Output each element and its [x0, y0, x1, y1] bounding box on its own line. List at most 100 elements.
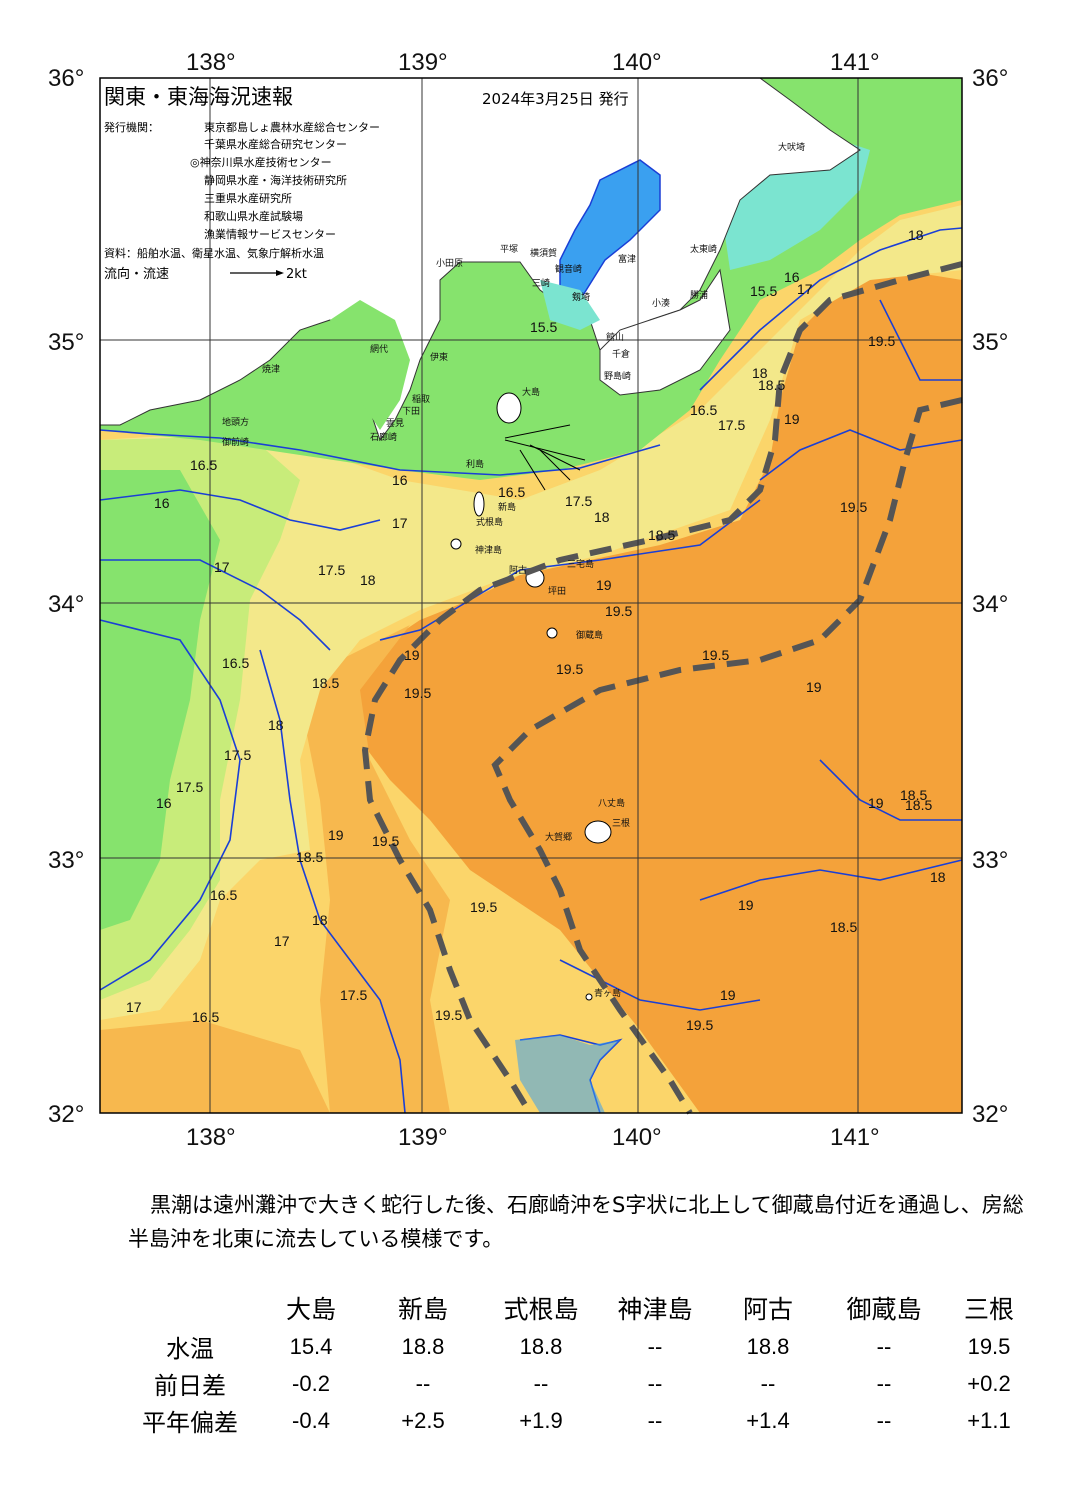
- isotherm-label: 19.5: [840, 499, 867, 515]
- isotherm-label: 16: [154, 495, 170, 511]
- place-label: 野島崎: [604, 370, 631, 382]
- island-kozushima: [450, 538, 462, 550]
- isotherm-label: 19.5: [435, 1007, 462, 1023]
- column-header: 三根: [963, 1295, 1014, 1324]
- lat-label: 32°: [48, 1101, 84, 1128]
- land-izu: [330, 300, 410, 430]
- isotherm-label: 18.5: [758, 377, 785, 393]
- place-label: 稲取: [412, 393, 430, 405]
- table-cell: -0.4: [292, 1407, 330, 1433]
- isotherm-label: 18: [360, 572, 376, 588]
- lat-label: 32°: [972, 1101, 1008, 1128]
- isotherm-label: 19: [328, 827, 344, 843]
- isotherm-label: 18: [752, 365, 768, 381]
- place-label: 大吠埼: [778, 141, 805, 153]
- table-cell: --: [415, 1370, 431, 1396]
- lat-label: 36°: [972, 65, 1008, 92]
- table-cell: 19.5: [967, 1333, 1011, 1359]
- place-label: 館山: [606, 331, 624, 343]
- island-hachijo: [584, 820, 612, 844]
- sea-cold-water-west: [100, 470, 220, 930]
- row-label: 平年偏差: [142, 1409, 238, 1437]
- place-label: 青ヶ島: [594, 987, 621, 999]
- isotherm-label: 19.5: [404, 685, 431, 701]
- place-label: 新島: [498, 501, 516, 513]
- place-label: 網代: [370, 343, 388, 355]
- isotherm-label: 16: [784, 269, 800, 285]
- isotherm-label: 18: [312, 912, 328, 928]
- table-corner: [125, 1288, 255, 1328]
- isotherm-label: 19: [404, 647, 420, 663]
- sea-warmest-core: [340, 270, 962, 1113]
- place-label: 大賀郷: [545, 831, 572, 843]
- lat-label: 34°: [972, 591, 1008, 618]
- place-label: 地頭方: [222, 416, 249, 428]
- island-niijima: [473, 491, 485, 517]
- map-frame: [99, 77, 963, 1114]
- isotherm-label: 18: [268, 717, 284, 733]
- place-label: 三根: [612, 817, 630, 829]
- table-cell: --: [760, 1370, 776, 1396]
- isotherm-label: 19.5: [605, 603, 632, 619]
- isotherm-label: 18: [930, 869, 946, 885]
- isotherm-label: 16.5: [192, 1009, 219, 1025]
- isotherm-label: 17.5: [565, 493, 592, 509]
- isotherm-label: 19.5: [686, 1017, 713, 1033]
- lat-label: 35°: [972, 329, 1008, 356]
- table-cell: --: [876, 1370, 892, 1396]
- table-row: 前日差 -0.2 -- -- -- -- -- +0.2: [125, 1365, 1039, 1402]
- isotherm-label: 19: [596, 577, 612, 593]
- isotherm-label: 16.5: [690, 402, 717, 418]
- column-header: 阿古: [742, 1295, 793, 1324]
- place-label: 太東崎: [690, 243, 717, 255]
- place-label: 神津島: [475, 544, 502, 556]
- table-cell: --: [876, 1407, 892, 1433]
- lon-label: 141°: [830, 49, 880, 76]
- table-cell: --: [647, 1407, 663, 1433]
- sea-cyan-boso: [720, 140, 870, 270]
- lat-label: 34°: [48, 591, 84, 618]
- table-cell: +1.4: [746, 1407, 790, 1433]
- issuer-item: ◎神奈川県水産技術センター: [190, 155, 332, 169]
- column-header: 神津島: [617, 1295, 693, 1324]
- axis-labels: 138° 139° 140° 141° 138° 139° 140° 141° …: [48, 49, 1008, 1151]
- lon-label: 139°: [398, 1124, 448, 1151]
- sea-temperature-map: 138° 139° 140° 141° 138° 139° 140° 141° …: [48, 49, 1008, 1151]
- table-row: 水温 15.4 18.8 18.8 -- 18.8 -- 19.5: [125, 1328, 1039, 1365]
- isotherm-label: 16.5: [222, 655, 249, 671]
- isotherm-label: 17.5: [318, 562, 345, 578]
- table-cell: --: [533, 1370, 549, 1396]
- graticule: [100, 78, 962, 1113]
- place-label: 式根島: [476, 516, 503, 528]
- isotherm-label: 19.5: [702, 647, 729, 663]
- sea-cool-water-west: [100, 205, 962, 1020]
- isotherm-label: 19.5: [868, 333, 895, 349]
- legend-label: 流向・流速: [104, 266, 169, 282]
- row-label: 水温: [166, 1335, 214, 1363]
- isotherm-label: 18.5: [905, 797, 932, 813]
- place-label: 利島: [466, 458, 484, 470]
- isotherm-label: 18: [908, 227, 924, 243]
- table-cell: 18.8: [519, 1333, 563, 1359]
- place-label: 阿古: [509, 564, 527, 576]
- isotherm-label: 16: [392, 472, 408, 488]
- lon-label: 138°: [186, 49, 236, 76]
- row-label: 前日差: [154, 1372, 226, 1400]
- place-label: 伊東: [430, 351, 448, 363]
- isotherm-label: 19.5: [372, 833, 399, 849]
- isotherm-label: 18.5: [900, 787, 927, 803]
- isotherm-label: 19: [720, 987, 736, 1003]
- legend-arrowhead: [276, 270, 284, 276]
- isotherm-label: 18: [594, 509, 610, 525]
- place-label: 大島: [522, 386, 540, 398]
- place-label: 御蔵島: [576, 629, 603, 641]
- isotherm-label-group: 15.5 16 16.5 17 17.5 18 18.5 19 19.5 15.…: [126, 227, 946, 1033]
- cold-water-pocket: [515, 1035, 620, 1113]
- isotherm-label: 15.5: [750, 283, 777, 299]
- place-label: 三崎: [532, 277, 550, 289]
- place-label: 小湊: [652, 297, 670, 309]
- table-cell: +1.9: [519, 1407, 563, 1433]
- place-label: 御前崎: [222, 436, 249, 448]
- place-label: 平塚: [500, 244, 518, 255]
- place-label: 八丈島: [598, 797, 625, 809]
